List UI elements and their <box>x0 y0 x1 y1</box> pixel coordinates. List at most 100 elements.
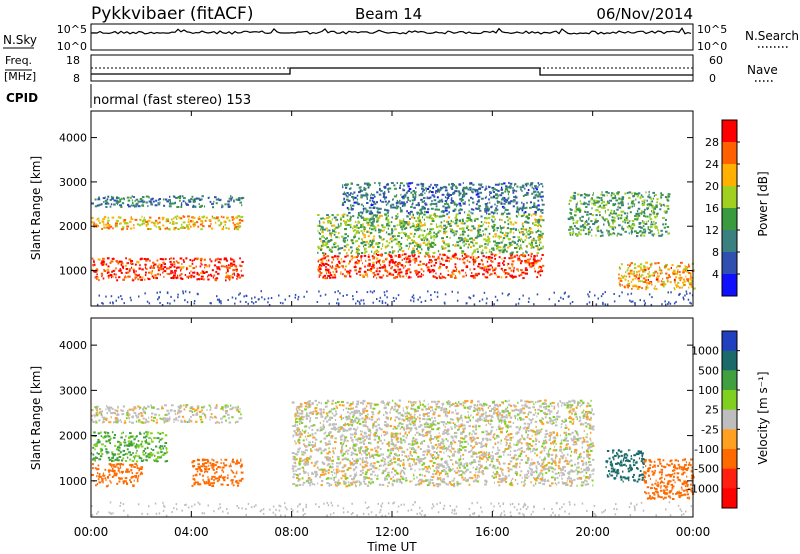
heatmap-cell <box>523 207 527 210</box>
heatmap-cell <box>514 183 517 186</box>
heatmap-cell <box>403 232 406 235</box>
heatmap-cell <box>462 186 465 189</box>
heatmap-cell <box>487 235 490 238</box>
heatmap-cell <box>173 418 176 421</box>
heatmap-cell <box>639 266 642 269</box>
heatmap-cell <box>370 194 372 197</box>
heatmap-cell <box>388 187 390 190</box>
heatmap-cell <box>512 223 515 226</box>
heatmap-cell <box>97 452 100 455</box>
heatmap-cell <box>538 248 541 251</box>
heatmap-cell <box>657 262 660 264</box>
heatmap-cell <box>666 196 669 199</box>
heatmap-cell <box>183 215 186 218</box>
heatmap-cell <box>318 259 322 262</box>
heatmap-cell <box>232 461 235 464</box>
heatmap-cell <box>426 244 429 247</box>
heatmap-cell <box>560 296 562 299</box>
heatmap-cell <box>173 195 176 198</box>
heatmap-cell <box>524 269 527 272</box>
heatmap-cell <box>604 303 607 306</box>
heatmap-cell <box>440 221 443 224</box>
heatmap-cell <box>681 286 683 289</box>
heatmap-cell <box>100 413 103 415</box>
heatmap-cell <box>161 431 164 434</box>
heatmap-cell <box>202 270 205 273</box>
heatmap-cell <box>604 210 606 213</box>
heatmap-cell <box>140 457 143 460</box>
heatmap-cell <box>618 224 621 227</box>
heatmap-cell <box>458 209 461 212</box>
heatmap-cell <box>472 258 475 261</box>
heatmap-cell <box>663 204 666 207</box>
heatmap-cell <box>200 470 203 473</box>
heatmap-cell <box>459 240 462 243</box>
heatmap-cell <box>632 195 634 198</box>
heatmap-cell <box>528 218 530 221</box>
heatmap-cell <box>125 435 127 438</box>
heatmap-cell <box>591 469 593 472</box>
heatmap-cell <box>626 215 629 218</box>
heatmap-cell <box>134 200 136 202</box>
heatmap-cell <box>478 199 480 202</box>
heatmap-cell <box>361 190 363 192</box>
heatmap-cell <box>527 457 530 459</box>
heatmap-cell <box>527 230 531 233</box>
heatmap-cell <box>453 203 457 206</box>
heatmap-cell <box>380 247 383 250</box>
heatmap-cell <box>337 223 339 226</box>
heatmap-cell <box>199 418 203 421</box>
heatmap-cell <box>306 290 308 293</box>
heatmap-cell <box>146 433 149 436</box>
heatmap-cell <box>468 186 472 189</box>
heatmap-cell <box>341 235 344 238</box>
heatmap-cell <box>502 262 504 265</box>
heatmap-cell <box>238 417 240 420</box>
heatmap-cell <box>231 416 234 419</box>
heatmap-cell <box>417 216 420 219</box>
heatmap-cell <box>221 469 224 472</box>
heatmap-cell <box>540 182 543 185</box>
heatmap-cell <box>121 202 125 205</box>
heatmap-cell <box>322 254 326 257</box>
heatmap-cell <box>203 462 205 465</box>
heatmap-cell <box>416 244 418 247</box>
heatmap-cell <box>510 269 513 272</box>
heatmap-cell <box>450 230 453 233</box>
heatmap-cell <box>181 263 183 265</box>
heatmap-cell <box>387 218 390 221</box>
heatmap-cell <box>231 470 233 473</box>
heatmap-cell <box>667 207 670 210</box>
heatmap-cell <box>228 277 231 280</box>
heatmap-cell <box>376 191 379 194</box>
heatmap-cell <box>495 189 498 191</box>
heatmap-cell <box>320 217 323 220</box>
heatmap-cell <box>512 187 514 189</box>
heatmap-cell <box>101 453 104 455</box>
heatmap-cell <box>368 263 371 266</box>
heatmap-cell <box>399 472 402 475</box>
heatmap-cell <box>119 466 122 469</box>
heatmap-cell <box>172 261 176 264</box>
heatmap-cell <box>477 224 480 227</box>
heatmap-cell <box>463 222 466 225</box>
heatmap-cell <box>481 298 484 301</box>
heatmap-cell <box>464 262 466 265</box>
heatmap-cell <box>102 197 106 200</box>
heatmap-cell <box>105 201 109 204</box>
heatmap-cell <box>478 195 481 198</box>
heatmap-cell <box>437 257 440 260</box>
heatmap-cell <box>538 270 541 273</box>
heatmap-cell <box>429 228 433 231</box>
heatmap-cell <box>155 225 157 228</box>
heatmap-cell <box>515 228 517 231</box>
heatmap-cell <box>144 406 146 409</box>
heatmap-cell <box>333 276 337 279</box>
heatmap-cell <box>612 227 614 230</box>
heatmap-cell <box>624 216 627 219</box>
heatmap-cell <box>617 214 621 217</box>
heatmap-cell <box>485 276 489 279</box>
heatmap-cell <box>166 200 170 203</box>
heatmap-cell <box>468 296 470 299</box>
heatmap-cell <box>689 301 691 304</box>
